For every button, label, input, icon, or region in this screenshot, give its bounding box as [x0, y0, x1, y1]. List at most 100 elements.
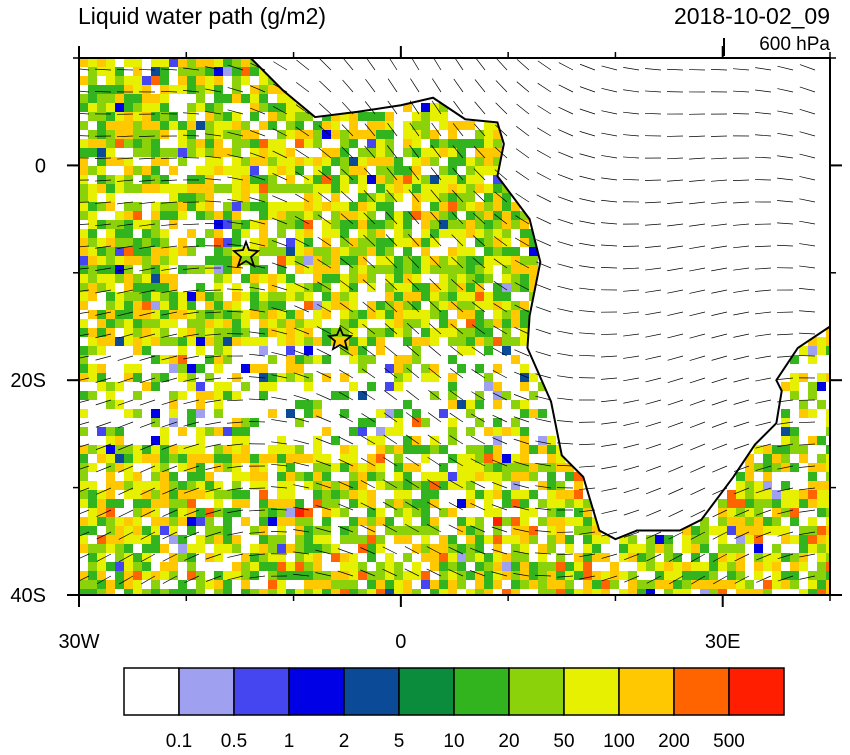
field-cell — [304, 355, 313, 364]
field-cell — [259, 589, 268, 598]
field-cell — [709, 571, 718, 580]
field-cell — [214, 589, 223, 598]
x-tick-label: 30W — [58, 631, 99, 653]
field-cell — [421, 265, 430, 274]
field-cell — [385, 364, 394, 373]
field-cell — [502, 247, 511, 256]
field-cell — [457, 292, 466, 301]
field-cell — [205, 229, 214, 238]
field-cell — [214, 211, 223, 220]
field-cell — [196, 544, 205, 553]
field-cell — [367, 328, 376, 337]
field-cell — [214, 166, 223, 175]
field-cell — [97, 103, 106, 112]
field-cell — [115, 94, 124, 103]
field-cell — [817, 400, 826, 409]
field-cell — [358, 310, 367, 319]
field-cell — [673, 553, 682, 562]
field-cell — [772, 454, 781, 463]
field-cell — [178, 445, 187, 454]
field-cell — [187, 85, 196, 94]
field-cell — [223, 301, 232, 310]
field-cell — [736, 589, 745, 598]
field-cell — [385, 292, 394, 301]
field-cell — [466, 427, 475, 436]
field-cell — [367, 193, 376, 202]
field-cell — [421, 247, 430, 256]
field-cell — [394, 454, 403, 463]
field-cell — [475, 139, 484, 148]
field-cell — [259, 121, 268, 130]
field-cell — [457, 580, 466, 589]
field-cell — [421, 454, 430, 463]
field-cell — [763, 517, 772, 526]
field-cell — [808, 589, 817, 598]
field-cell — [295, 112, 304, 121]
field-cell — [187, 337, 196, 346]
field-cell — [88, 445, 97, 454]
field-cell — [196, 166, 205, 175]
field-cell — [304, 229, 313, 238]
field-cell — [214, 319, 223, 328]
field-cell — [574, 562, 583, 571]
field-cell — [385, 139, 394, 148]
field-cell — [250, 418, 259, 427]
field-cell — [754, 562, 763, 571]
field-cell — [484, 382, 493, 391]
field-cell — [781, 436, 790, 445]
field-cell — [493, 337, 502, 346]
field-cell — [79, 202, 88, 211]
field-cell — [403, 283, 412, 292]
field-cell — [151, 121, 160, 130]
field-cell — [403, 310, 412, 319]
field-cell — [151, 499, 160, 508]
field-cell — [385, 283, 394, 292]
field-cell — [97, 571, 106, 580]
field-cell — [196, 517, 205, 526]
field-cell — [385, 157, 394, 166]
field-cell — [160, 454, 169, 463]
field-cell — [457, 310, 466, 319]
field-cell — [196, 346, 205, 355]
field-cell — [439, 283, 448, 292]
field-cell — [313, 166, 322, 175]
field-cell — [88, 103, 97, 112]
field-cell — [781, 427, 790, 436]
field-cell — [106, 274, 115, 283]
field-cell — [250, 139, 259, 148]
field-cell — [133, 310, 142, 319]
barb — [406, 390, 419, 400]
field-cell — [790, 490, 799, 499]
field-cell — [124, 130, 133, 139]
field-cell — [133, 580, 142, 589]
field-cell — [286, 328, 295, 337]
field-cell — [205, 355, 214, 364]
field-cell — [718, 526, 727, 535]
field-cell — [457, 499, 466, 508]
field-cell — [106, 238, 115, 247]
field-cell — [151, 436, 160, 445]
field-cell — [277, 553, 286, 562]
field-cell — [178, 130, 187, 139]
barb — [73, 135, 89, 136]
barb — [384, 390, 397, 400]
field-cell — [295, 553, 304, 562]
field-cell — [187, 499, 196, 508]
field-cell — [142, 130, 151, 139]
field-cell — [349, 346, 358, 355]
barb — [74, 554, 89, 561]
field-cell — [241, 310, 250, 319]
field-cell — [232, 58, 241, 67]
field-cell — [394, 274, 403, 283]
field-cell — [187, 589, 196, 598]
field-cell — [232, 490, 241, 499]
field-cell — [160, 337, 169, 346]
field-cell — [124, 274, 133, 283]
field-cell — [511, 418, 520, 427]
field-cell — [403, 220, 412, 229]
field-cell — [106, 202, 115, 211]
field-cell — [232, 184, 241, 193]
field-cell — [349, 535, 358, 544]
field-cell — [457, 202, 466, 211]
field-cell — [124, 526, 133, 535]
